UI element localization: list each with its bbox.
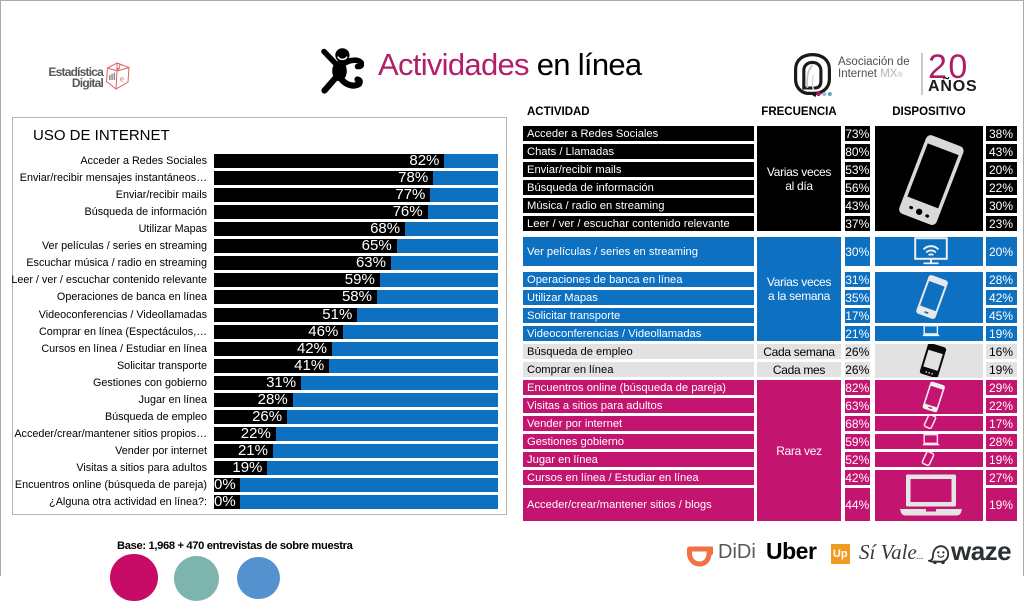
svg-text:e: e	[120, 74, 124, 84]
